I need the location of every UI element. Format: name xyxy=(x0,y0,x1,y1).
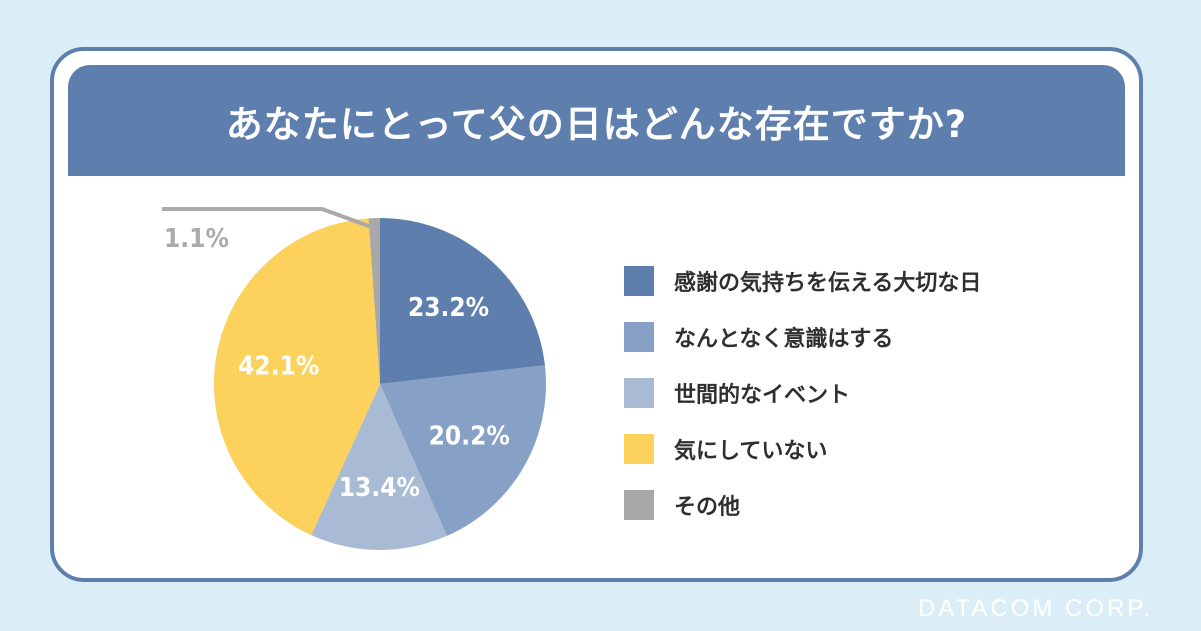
chart-card: あなたにとって父の日はどんな存在ですか? 23.2% 20.2% 13.4% 42.1… xyxy=(50,47,1143,582)
data-label-5: 1.1% xyxy=(164,224,229,254)
legend-label: なんとなく意識はする xyxy=(674,327,894,352)
legend-swatch xyxy=(624,490,654,520)
legend-item-4: 気にしていない xyxy=(624,421,1064,477)
leader-line xyxy=(162,207,376,230)
legend-label: 世間的なイベント xyxy=(674,383,851,408)
legend-swatch xyxy=(624,378,654,408)
data-label-3: 13.4% xyxy=(339,473,420,503)
pie-slice-5 xyxy=(368,218,380,384)
legend-swatch xyxy=(624,434,654,464)
legend-label: 感謝の気持ちを伝える大切な日 xyxy=(674,271,982,296)
pie-slice-3 xyxy=(311,384,447,550)
pie-slice-1 xyxy=(380,218,545,384)
chart-title: あなたにとって父の日はどんな存在ですか? xyxy=(225,102,968,146)
pie-chart: 23.2% 20.2% 13.4% 42.1% 1.1% xyxy=(162,207,546,550)
data-label-4: 42.1% xyxy=(238,352,319,382)
watermark: DATACOM CORP. xyxy=(917,595,1153,622)
legend-item-5: その他 xyxy=(624,477,1064,533)
legend: 感謝の気持ちを伝える大切な日 なんとなく意識はする 世間的なイベント 気にしていないそ… xyxy=(624,253,1064,533)
legend-item-3: 世間的なイベント xyxy=(624,365,1064,421)
legend-swatch xyxy=(624,266,654,296)
legend-swatch xyxy=(624,322,654,352)
data-label-1: 23.2% xyxy=(408,293,489,323)
legend-label: その他 xyxy=(674,495,741,520)
legend-item-2: なんとなく意識はする xyxy=(624,309,1064,365)
data-label-2: 20.2% xyxy=(429,421,510,451)
pie-slice-2 xyxy=(380,365,546,536)
chart-header: あなたにとって父の日はどんな存在ですか? xyxy=(68,65,1125,176)
legend-item-1: 感謝の気持ちを伝える大切な日 xyxy=(624,253,1064,309)
pie-slice-4 xyxy=(213,218,380,536)
legend-label: 気にしていない xyxy=(674,439,828,464)
